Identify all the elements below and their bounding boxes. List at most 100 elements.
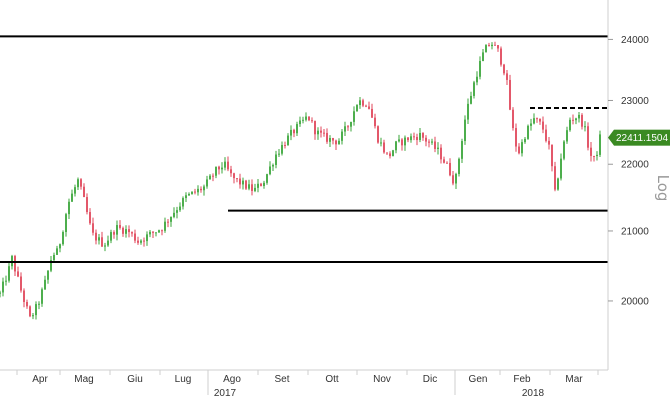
candle-body — [584, 126, 586, 128]
candle — [593, 155, 595, 162]
candle — [398, 134, 400, 143]
candle-body — [155, 232, 157, 234]
candle-body — [407, 137, 409, 141]
candle — [281, 141, 283, 156]
candle-body — [599, 134, 601, 155]
candle-body — [29, 306, 31, 317]
candle-body — [551, 144, 553, 167]
x-month-label: Gen — [469, 374, 488, 385]
candle-body — [395, 141, 397, 151]
candle-body — [473, 82, 475, 96]
candle — [143, 237, 145, 247]
candle-body — [356, 105, 358, 112]
candle-body — [35, 304, 37, 316]
candle — [404, 135, 406, 151]
candle-body — [554, 166, 556, 190]
candle-body — [293, 129, 295, 134]
last-value-marker[interactable]: 22411.1504 — [608, 129, 670, 146]
candle-body — [71, 193, 73, 202]
x-axis: Apr Mag Giu Lug Ago Set Ott Nov Dic Gen Feb Mar 2017… — [16, 370, 599, 399]
candle-body — [524, 138, 526, 143]
candle-body — [8, 266, 10, 281]
candle-body — [437, 147, 439, 149]
candle-body — [557, 178, 559, 190]
candle-body — [563, 141, 565, 159]
candle — [458, 157, 460, 177]
candle — [167, 218, 169, 228]
candle — [164, 217, 166, 233]
candle-body — [302, 119, 304, 121]
candle — [344, 121, 346, 137]
candle-body — [233, 173, 235, 179]
candle-body — [23, 290, 25, 302]
candle-body — [353, 111, 355, 122]
x-month-label: Lug — [175, 374, 192, 385]
candle-body — [14, 256, 16, 272]
candle — [233, 172, 235, 184]
candle-body — [413, 136, 415, 138]
candle-body — [578, 114, 580, 119]
candle-body — [488, 45, 490, 47]
candle-body — [56, 248, 58, 255]
candle-body — [425, 137, 427, 142]
candle-body — [104, 245, 106, 247]
candle — [566, 126, 568, 144]
log-scale-label: Log — [654, 175, 670, 202]
candle-body — [17, 271, 19, 277]
candle — [257, 179, 259, 193]
candle-body — [491, 44, 493, 47]
candle-body — [572, 119, 574, 121]
candle — [83, 183, 85, 198]
candle — [473, 80, 475, 99]
candle-body — [590, 147, 592, 156]
candle — [134, 229, 136, 244]
candle-body — [482, 52, 484, 62]
candle-body — [503, 64, 505, 74]
candle-body — [569, 119, 571, 131]
candle-body — [158, 230, 160, 233]
candle-body — [455, 173, 457, 184]
candle-body — [362, 100, 364, 106]
candle-body — [350, 121, 352, 127]
candle-body — [377, 126, 379, 143]
candle — [170, 216, 172, 227]
candle — [128, 225, 130, 238]
candle-body — [50, 260, 52, 271]
x-month-label: Giu — [127, 374, 143, 385]
candle — [110, 229, 112, 244]
candle — [317, 127, 319, 140]
candle — [278, 149, 280, 158]
candle — [194, 188, 196, 195]
candle — [308, 116, 310, 122]
y-tick-label: 24000 — [621, 35, 649, 46]
candle — [155, 232, 157, 237]
candle — [185, 192, 187, 203]
candle — [0, 290, 1, 298]
candle — [113, 230, 115, 239]
candle — [413, 132, 415, 141]
candle — [122, 226, 124, 237]
candle — [44, 275, 46, 290]
candle — [71, 189, 73, 202]
candle-body — [314, 121, 316, 135]
candle-body — [221, 167, 223, 170]
candle — [440, 144, 442, 164]
y-tick-label: 20000 — [621, 296, 649, 307]
candle — [374, 113, 376, 129]
candle — [365, 104, 367, 108]
candle — [428, 139, 430, 148]
candle — [521, 139, 523, 157]
candle — [32, 312, 34, 320]
candle — [599, 130, 601, 157]
candle-body — [506, 73, 508, 80]
candle — [410, 133, 412, 143]
candle-body — [389, 153, 391, 157]
candle — [572, 114, 574, 125]
candle — [260, 182, 262, 187]
candle — [383, 139, 385, 154]
candle-body — [326, 132, 328, 142]
candle-body — [470, 95, 472, 104]
candle-body — [485, 45, 487, 53]
candle — [227, 156, 229, 172]
candle — [146, 231, 148, 246]
